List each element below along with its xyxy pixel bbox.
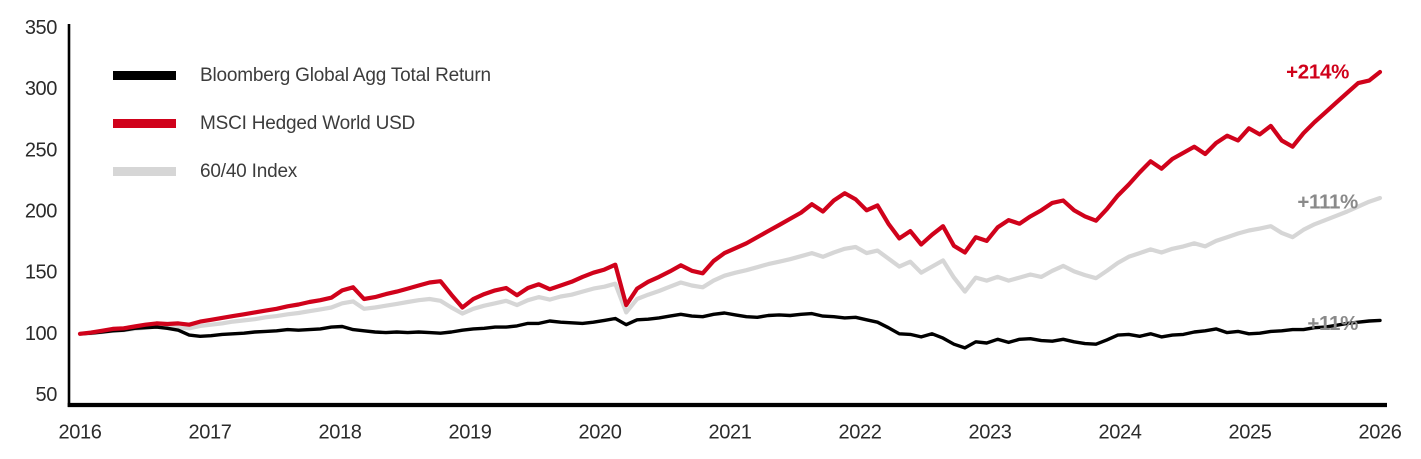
legend-item-60-40-index: 60/40 Index [113,160,491,182]
x-tick-label: 2022 [839,422,882,444]
x-tick-label: 2016 [59,422,102,444]
x-tick-label: 2017 [189,422,232,444]
chart-legend: Bloomberg Global Agg Total Return MSCI H… [113,64,491,210]
y-tick-label: 300 [25,78,57,100]
x-tick-label: 2026 [1359,422,1402,444]
legend-swatch-gray [113,167,176,176]
x-tick-label: 2023 [969,422,1012,444]
x-tick-label: 2025 [1229,422,1272,444]
legend-item-msci-hedged-world: MSCI Hedged World USD [113,112,491,134]
legend-label: 60/40 Index [200,160,298,182]
y-tick-label: 50 [36,384,58,406]
y-tick-label: 150 [25,262,57,284]
legend-label: MSCI Hedged World USD [200,112,416,134]
x-tick-label: 2021 [709,422,752,444]
end-annotation-111pct: +111% [1297,191,1358,214]
legend-swatch-red [113,119,176,128]
legend-item-bloomberg-global-agg: Bloomberg Global Agg Total Return [113,64,491,86]
legend-swatch-black [113,71,176,80]
y-tick-label: 250 [25,139,57,161]
y-tick-label: 200 [25,201,57,223]
series-line-bloomberg-global-agg-total-return [78,311,1382,350]
end-annotation-11pct: +11% [1307,312,1358,335]
series-line-60-40-index [77,195,1383,336]
y-tick-label: 100 [25,323,57,345]
y-tick-label: 350 [25,17,57,39]
x-tick-label: 2018 [319,422,362,444]
x-tick-label: 2019 [449,422,492,444]
series-line-msci-hedged-world-usd [77,69,1383,336]
legend-label: Bloomberg Global Agg Total Return [200,64,491,86]
x-tick-label: 2020 [579,422,622,444]
x-tick-label: 2024 [1099,422,1142,444]
end-annotation-214pct: +214% [1286,61,1349,84]
